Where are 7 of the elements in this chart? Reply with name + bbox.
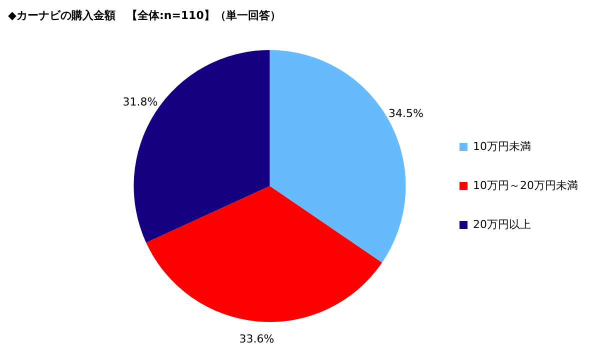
data-label: 34.5% [388, 106, 424, 120]
data-label: 31.8% [122, 96, 158, 109]
data-label: 33.6% [239, 332, 274, 346]
legend-label: 10万円未満 [473, 140, 532, 153]
legend-label: 10万円～20万円未満 [473, 178, 578, 192]
chart-title: ◆カーナビの購入金額 【全体:n=110】（単一回答） [8, 8, 282, 24]
legend-label: 20万円以上 [473, 218, 532, 231]
